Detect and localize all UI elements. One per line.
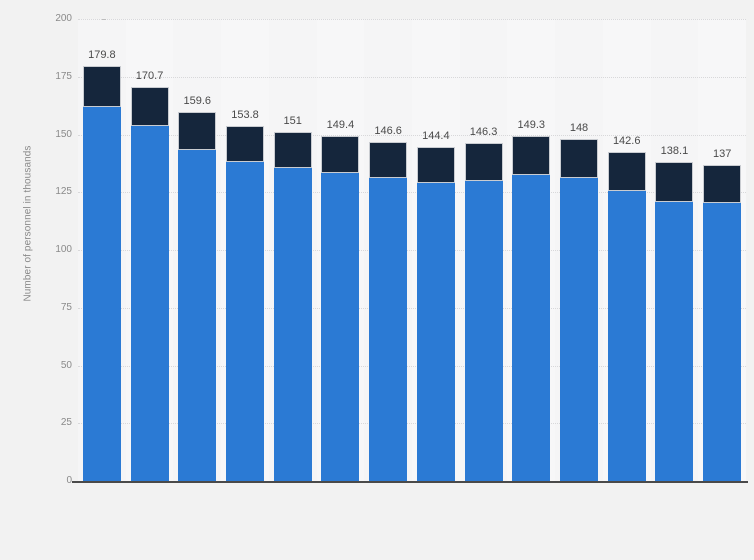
bar-value-label: 151 xyxy=(283,115,302,128)
bar-value-label: 146.3 xyxy=(469,126,498,139)
bar-group[interactable]: 179.8 xyxy=(82,49,121,481)
bar-value-label: 144.4 xyxy=(422,130,450,143)
y-axis-tick-label: 150 xyxy=(55,128,72,140)
y-axis-tick-label: 125 xyxy=(55,186,72,198)
bar-segment-lower[interactable] xyxy=(703,202,742,481)
bar-segment-lower[interactable] xyxy=(82,106,121,481)
bar-segment-upper[interactable] xyxy=(226,125,264,163)
bar-group[interactable]: 146.6 xyxy=(369,125,408,481)
y-axis-tick-label: 50 xyxy=(60,359,72,371)
bar-value-label: 153.8 xyxy=(231,108,259,121)
bar-group[interactable]: 170.7 xyxy=(130,70,169,481)
bar-group[interactable]: 159.6 xyxy=(178,95,217,481)
bar-group[interactable]: 142.6 xyxy=(607,135,646,481)
x-axis-line xyxy=(72,481,748,483)
y-gridline xyxy=(78,19,746,20)
y-gridline xyxy=(78,365,746,367)
y-axis-title: Number of personnel in thousands xyxy=(22,145,34,302)
bar-value-label: 179.8 xyxy=(88,48,116,61)
y-axis-tick-mark xyxy=(102,19,106,20)
y-axis-tick-label: 75 xyxy=(60,301,72,313)
y-axis-tick-labels: 0 25 50 75 100 125 150 175 200 xyxy=(28,0,106,560)
bar-segment-lower[interactable] xyxy=(416,183,455,481)
bar-group[interactable]: 138.1 xyxy=(655,145,694,481)
bar-segment-lower[interactable] xyxy=(607,191,646,481)
bar-segment-upper[interactable] xyxy=(178,112,217,150)
bar-group[interactable]: 146.3 xyxy=(464,126,503,481)
bar-segment-upper[interactable] xyxy=(703,164,742,203)
bar-segment-upper[interactable] xyxy=(273,132,312,168)
bar-group[interactable]: 144.4 xyxy=(416,130,455,481)
y-gridline xyxy=(78,423,746,425)
bar-segment-lower[interactable] xyxy=(273,168,312,481)
bar-group[interactable]: 149.4 xyxy=(321,119,360,481)
bar-segment-upper[interactable] xyxy=(130,86,169,127)
bar-value-label: 142.6 xyxy=(612,134,641,147)
bar-value-label: 146.6 xyxy=(374,125,402,138)
bar-segment-lower[interactable] xyxy=(560,178,598,481)
bar-segment-upper[interactable] xyxy=(321,135,360,173)
bar-segment-upper[interactable] xyxy=(560,139,598,179)
y-axis-tick-label: 175 xyxy=(55,70,72,82)
bar-group[interactable]: 151 xyxy=(273,115,312,481)
y-gridline xyxy=(78,76,746,78)
bar-value-label: 149.4 xyxy=(326,118,355,131)
bar-segment-upper[interactable] xyxy=(416,147,455,184)
bar-value-label: 138.1 xyxy=(660,145,689,157)
bar-value-label: 137 xyxy=(712,147,732,160)
y-gridline xyxy=(78,134,746,136)
y-axis-tick-label: 25 xyxy=(60,417,72,429)
bar-group[interactable]: 149.3 xyxy=(512,119,551,481)
bar-value-label: 170.7 xyxy=(135,69,164,82)
y-gridline xyxy=(78,307,746,309)
bar-segment-upper[interactable] xyxy=(655,162,694,202)
bar-segment-lower[interactable] xyxy=(321,172,360,481)
bar-segment-lower[interactable] xyxy=(226,162,264,481)
y-axis-tick-label: 200 xyxy=(55,13,72,24)
bar-value-label: 148 xyxy=(569,122,589,135)
bar-segment-lower[interactable] xyxy=(130,126,169,481)
bar-segment-lower[interactable] xyxy=(464,180,503,481)
bar-group[interactable]: 153.8 xyxy=(226,109,264,481)
y-gridline xyxy=(78,250,746,251)
y-axis-tick-label: 0 xyxy=(66,475,72,486)
bar-segment-upper[interactable] xyxy=(464,143,503,181)
y-gridline xyxy=(78,192,746,194)
bar-segment-lower[interactable] xyxy=(369,178,408,481)
bar-value-label: 159.6 xyxy=(183,95,212,108)
bar-segment-upper[interactable] xyxy=(369,142,408,179)
bar-segment-lower[interactable] xyxy=(655,201,694,481)
bar-segment-lower[interactable] xyxy=(512,174,551,481)
bar-group[interactable]: 148 xyxy=(560,122,598,481)
bar-segment-upper[interactable] xyxy=(82,65,121,107)
bar-group[interactable]: 137 xyxy=(703,148,742,481)
y-axis-tick-label: 100 xyxy=(55,244,72,255)
bar-segment-upper[interactable] xyxy=(607,151,646,192)
bar-segment-lower[interactable] xyxy=(178,149,217,481)
bar-segment-upper[interactable] xyxy=(512,136,551,175)
bar-value-label: 149.3 xyxy=(517,119,546,132)
